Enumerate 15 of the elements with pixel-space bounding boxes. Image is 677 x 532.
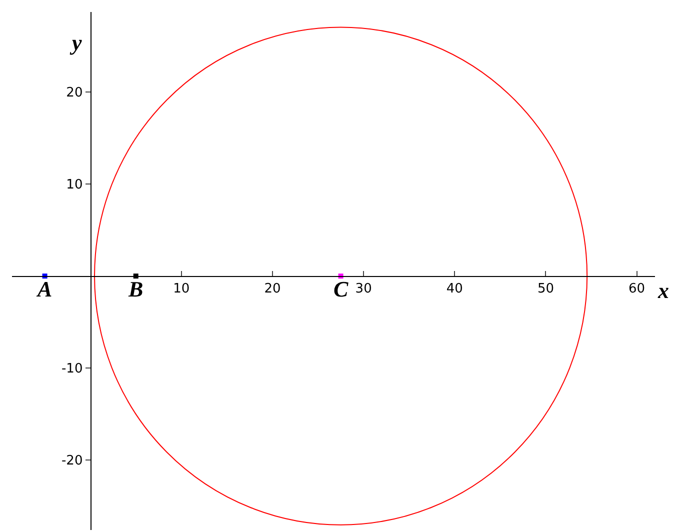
x-tick-label: 10 — [173, 282, 190, 297]
series-label: C — [333, 276, 348, 302]
x-tick-label: 20 — [264, 282, 281, 297]
y-tick-label: -20 — [61, 454, 83, 469]
y-tick-label: 10 — [66, 178, 83, 193]
x-tick-label: 40 — [446, 282, 463, 297]
x-tick-label: 50 — [537, 282, 554, 297]
y-axis-title: y — [69, 30, 82, 55]
series-label: A — [35, 276, 52, 302]
x-tick-label: 30 — [355, 282, 372, 297]
x-tick-label: 60 — [628, 282, 646, 297]
y-tick-label: -10 — [61, 362, 83, 377]
y-tick-label: 20 — [66, 86, 83, 101]
x-axis-title: x — [657, 278, 669, 303]
series-label: B — [128, 276, 144, 302]
